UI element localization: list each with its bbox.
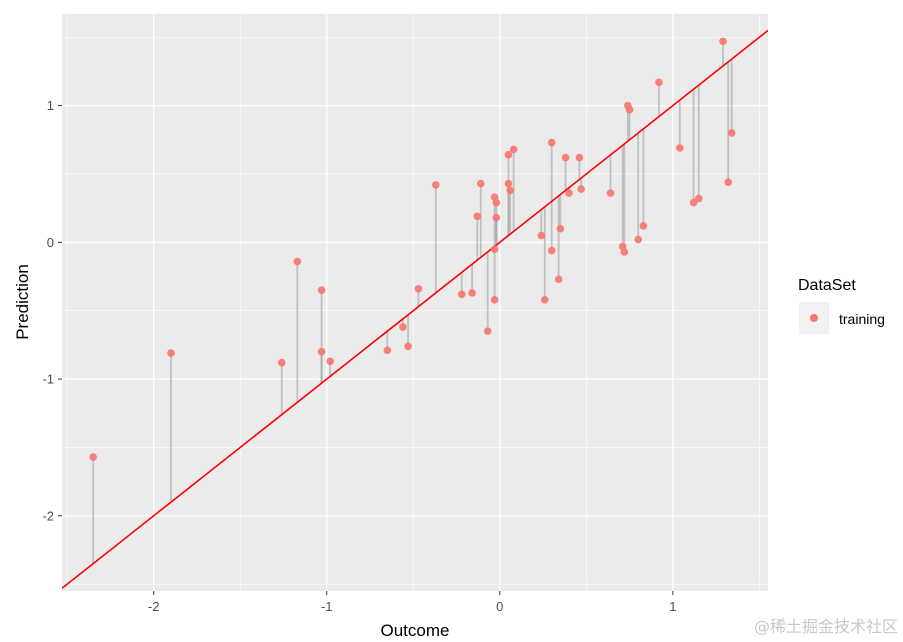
minor-gridlines (62, 14, 768, 591)
data-point (556, 224, 565, 233)
data-point (431, 181, 440, 189)
data-points (89, 37, 736, 461)
data-point (577, 185, 585, 193)
data-point (675, 144, 684, 152)
data-point (383, 346, 392, 355)
data-point (606, 189, 615, 197)
data-point (492, 198, 501, 207)
data-point (561, 153, 570, 162)
data-point (537, 231, 546, 240)
x-tick-label: -2 (148, 599, 160, 614)
data-point (719, 37, 727, 46)
data-point (540, 295, 549, 304)
data-point (277, 358, 286, 367)
data-point (655, 78, 663, 87)
legend-label-training: training (839, 311, 885, 327)
data-point (483, 327, 492, 336)
x-tick-label: -1 (321, 599, 333, 614)
data-point (89, 453, 97, 461)
data-point (689, 198, 698, 207)
data-point (620, 248, 629, 256)
data-point (414, 285, 423, 293)
y-axis-title: Prediction (13, 264, 32, 340)
data-point (504, 151, 513, 159)
data-point (727, 129, 736, 137)
x-axis-title: Outcome (381, 621, 450, 640)
data-point (473, 212, 482, 221)
data-point (547, 246, 556, 255)
data-point (504, 179, 513, 188)
data-point (317, 347, 326, 356)
data-point (326, 357, 335, 366)
legend-key-point (810, 314, 818, 322)
x-tick-label: 0 (496, 599, 503, 614)
legend: DataSet training (798, 277, 885, 334)
data-point (565, 189, 573, 197)
data-point (554, 275, 563, 284)
x-axis-ticks: -2 -1 0 1 (148, 591, 676, 614)
y-tick-label: 0 (47, 235, 54, 250)
data-point (625, 105, 634, 114)
data-point (404, 342, 412, 351)
data-point (476, 179, 485, 188)
data-point (399, 323, 407, 331)
data-point (490, 295, 499, 304)
y-tick-label: -2 (42, 508, 54, 523)
x-tick-label: 1 (669, 599, 676, 614)
data-point (575, 153, 584, 162)
data-point (634, 235, 643, 244)
data-point (457, 290, 466, 299)
data-point (490, 245, 499, 253)
data-point (639, 222, 648, 230)
y-tick-label: 1 (47, 98, 54, 113)
major-gridlines (62, 14, 768, 591)
data-point (492, 213, 501, 222)
data-point (694, 194, 703, 203)
watermark: @稀土掘金技术社区 (754, 617, 898, 636)
data-point (724, 178, 733, 186)
y-tick-label: -1 (42, 372, 54, 387)
data-point (167, 349, 175, 357)
data-point (468, 289, 476, 297)
legend-title: DataSet (798, 277, 856, 294)
data-point (509, 145, 518, 154)
reference-line (62, 29, 768, 589)
data-point (547, 138, 556, 147)
data-point (506, 186, 514, 195)
data-point (317, 286, 326, 294)
y-axis-ticks: -2 -1 0 1 (42, 98, 62, 523)
data-point (293, 257, 302, 266)
